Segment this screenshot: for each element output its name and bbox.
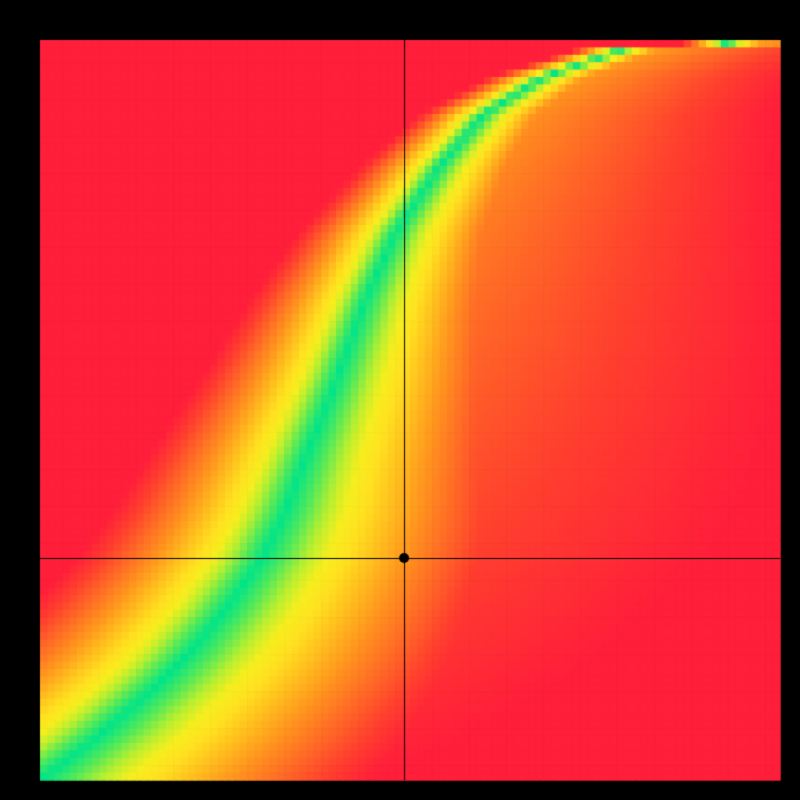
bottleneck-heatmap bbox=[0, 0, 800, 800]
chart-container: TheBottlenecker.com bbox=[0, 0, 800, 800]
